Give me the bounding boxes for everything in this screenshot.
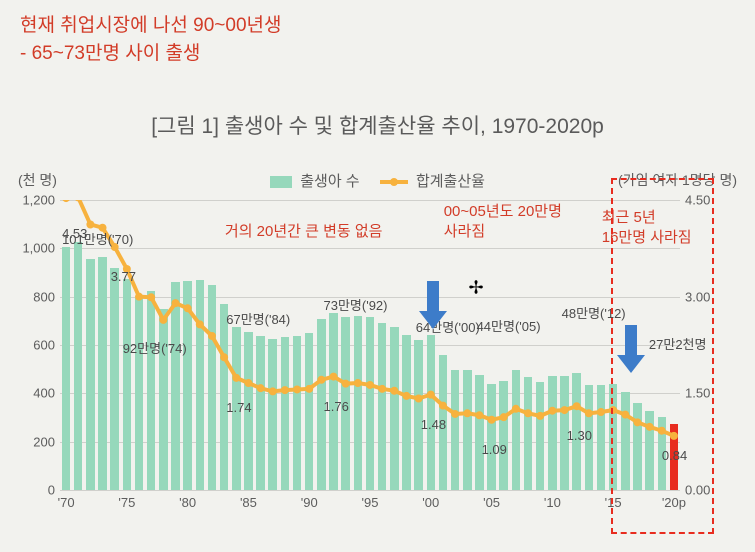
bar xyxy=(414,340,423,490)
legend-bar-label: 출생아 수 xyxy=(300,173,359,190)
y-left-tick: 200 xyxy=(15,434,55,449)
bar xyxy=(427,335,436,490)
bar xyxy=(147,291,156,490)
x-tick: '95 xyxy=(362,495,379,510)
bar xyxy=(293,336,302,490)
bar xyxy=(183,281,192,490)
data-label: 3.77 xyxy=(111,269,136,284)
y-left-tick: 600 xyxy=(15,338,55,353)
bar xyxy=(62,247,71,490)
y-axis-left-title: (천 명) xyxy=(18,170,57,190)
tfr-marker xyxy=(86,220,94,228)
grid-line xyxy=(60,248,680,249)
data-label: 67만명('84) xyxy=(226,309,290,328)
bar xyxy=(159,309,168,490)
data-label: 4.53 xyxy=(62,226,87,241)
data-label: 1.74 xyxy=(226,400,251,415)
bar xyxy=(378,323,387,490)
legend-line-label: 합계출산율 xyxy=(416,173,485,190)
bar xyxy=(499,381,508,490)
data-label: 44만명('05) xyxy=(477,316,541,335)
bar xyxy=(220,304,229,490)
bar xyxy=(475,375,484,490)
red-annotation: 00~05년도 20만명 사라짐 xyxy=(444,202,562,243)
legend-bar-swatch xyxy=(270,176,292,188)
y-left-tick: 0 xyxy=(15,483,55,498)
bar xyxy=(98,257,107,490)
y-left-tick: 800 xyxy=(15,289,55,304)
bar xyxy=(597,385,606,490)
bar xyxy=(74,242,83,490)
bar xyxy=(135,298,144,490)
bar xyxy=(268,339,277,490)
bar xyxy=(487,384,496,490)
top-red-line1: 현재 취업시장에 나선 90~00년생 xyxy=(20,12,281,40)
top-red-annotation: 현재 취업시장에 나선 90~00년생 - 65~73만명 사이 출생 xyxy=(20,12,281,67)
top-red-line2: - 65~73만명 사이 출생 xyxy=(20,40,281,68)
red-annotation: 거의 20년간 큰 변동 없음 xyxy=(225,222,383,242)
x-tick: '75 xyxy=(118,495,135,510)
x-tick: '70 xyxy=(58,495,75,510)
bar xyxy=(354,316,363,490)
cursor-crosshair: ✢ xyxy=(468,278,483,299)
bar xyxy=(196,280,205,490)
bar xyxy=(524,377,533,490)
y-left-tick: 1,200 xyxy=(15,193,55,208)
bar xyxy=(463,370,472,490)
bar xyxy=(536,382,545,490)
data-label: 1.76 xyxy=(324,399,349,414)
bar xyxy=(281,337,290,490)
bar xyxy=(123,279,132,490)
data-label: 1.30 xyxy=(567,428,592,443)
bar xyxy=(208,285,217,490)
bar xyxy=(366,317,375,490)
y-left-tick: 1,000 xyxy=(15,241,55,256)
x-tick: '85 xyxy=(240,495,257,510)
y-left-tick: 400 xyxy=(15,386,55,401)
bar xyxy=(402,335,411,490)
red-dashed-box xyxy=(611,178,714,534)
bar xyxy=(110,268,119,490)
data-label: 1.48 xyxy=(421,417,446,432)
plot-area: 02004006008001,0001,2000.001.503.004.50'… xyxy=(60,200,680,490)
bar xyxy=(451,370,460,490)
x-tick: '90 xyxy=(301,495,318,510)
bar xyxy=(390,327,399,490)
bar xyxy=(171,282,180,490)
x-tick: '05 xyxy=(483,495,500,510)
bar xyxy=(86,259,95,490)
grid-line xyxy=(60,200,680,201)
bar xyxy=(512,370,521,490)
bar xyxy=(305,333,314,490)
data-label: 73만명('92) xyxy=(324,295,388,314)
data-label: 1.09 xyxy=(482,442,507,457)
chart-title: [그림 1] 출생아 수 및 합계출산율 추이, 1970-2020p xyxy=(0,110,755,140)
x-tick: '00 xyxy=(422,495,439,510)
legend-line-swatch xyxy=(380,180,408,184)
bar xyxy=(256,336,265,490)
x-tick: '80 xyxy=(179,495,196,510)
bar xyxy=(548,376,557,490)
x-tick: '10 xyxy=(544,495,561,510)
grid-line xyxy=(60,490,680,491)
data-label: 92만명('74) xyxy=(123,338,187,357)
